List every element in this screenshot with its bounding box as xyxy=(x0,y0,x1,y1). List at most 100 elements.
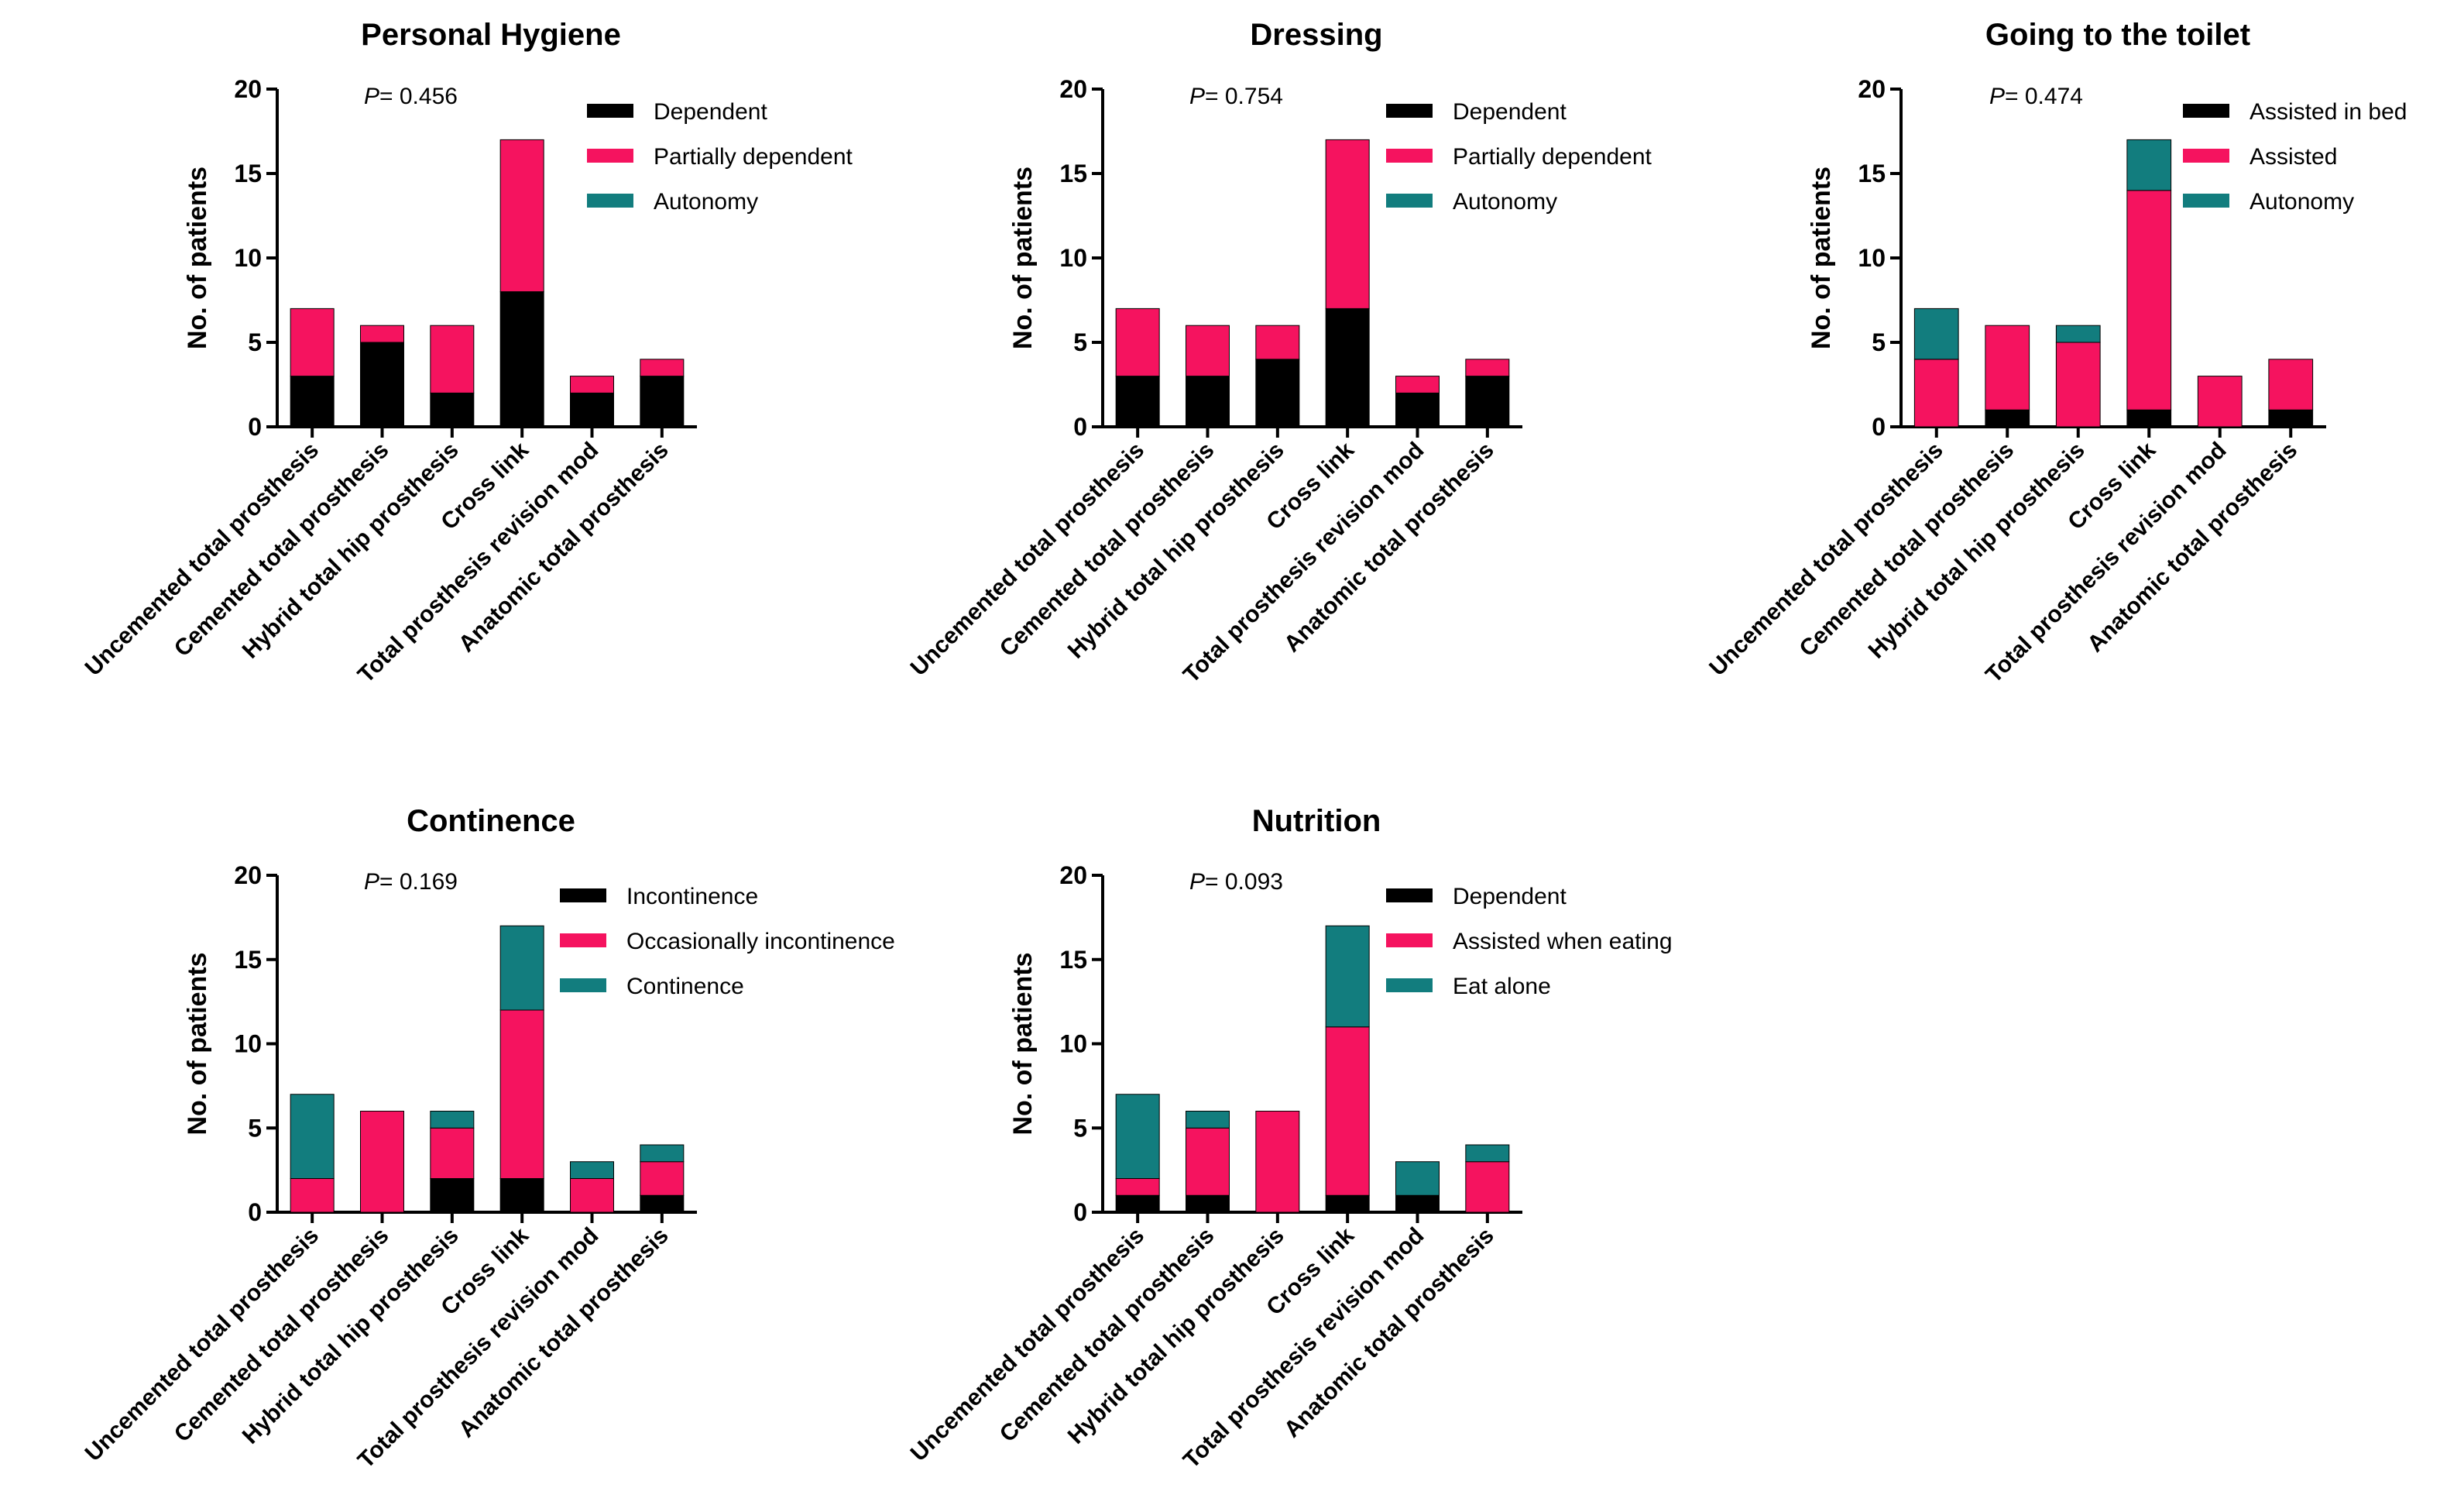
p-value-annotation: P= 0.754 xyxy=(1189,84,1283,109)
legend-swatch xyxy=(1386,194,1433,208)
bar-segment xyxy=(640,1194,685,1213)
p-value-annotation: P= 0.169 xyxy=(364,869,458,895)
p-value-annotation: P= 0.093 xyxy=(1189,869,1283,895)
y-tick-label: 10 xyxy=(234,1030,262,1058)
legend-swatch xyxy=(2183,104,2229,118)
y-axis-label: No. of patients xyxy=(1807,167,1836,349)
bar-segment xyxy=(499,139,544,293)
legend-swatch xyxy=(1386,104,1433,118)
legend-label: Incontinence xyxy=(626,884,758,909)
bar-segment xyxy=(430,392,475,428)
legend-label: Assisted xyxy=(2250,144,2337,170)
y-tick-label: 10 xyxy=(234,244,262,272)
legend-label: Assisted when eating xyxy=(1453,929,1673,954)
bar-segment xyxy=(1395,376,1440,393)
y-tick-label: 0 xyxy=(1872,413,1886,441)
bar-segment xyxy=(569,392,615,428)
bar-segment xyxy=(1395,1161,1440,1196)
y-tick-label: 5 xyxy=(1073,1114,1087,1142)
legend-label: Autonomy xyxy=(1453,189,1557,215)
bar-segment xyxy=(1913,308,1959,360)
legend-label: Dependent xyxy=(654,99,767,125)
bar-segment xyxy=(2055,325,2101,343)
y-tick-label: 5 xyxy=(1872,328,1886,356)
bar-segment xyxy=(290,1178,335,1213)
bar-segment xyxy=(640,359,685,377)
bar-segment xyxy=(499,1178,544,1213)
bar-segment xyxy=(1115,1178,1160,1196)
y-tick-label: 5 xyxy=(1073,328,1087,356)
legend-swatch xyxy=(587,149,633,163)
y-tick-label: 0 xyxy=(248,413,262,441)
p-value-text: = 0.474 xyxy=(2005,84,2083,109)
legend: Dependent Partially dependent Autonomy xyxy=(587,99,853,215)
y-tick-label: 15 xyxy=(234,160,262,187)
bar-segment xyxy=(290,1094,335,1179)
bar-segment xyxy=(2197,376,2243,428)
p-value-text: = 0.754 xyxy=(1205,84,1283,109)
legend-label: Autonomy xyxy=(2250,189,2354,215)
legend-swatch xyxy=(1386,888,1433,902)
bar-segment xyxy=(1115,376,1160,428)
bar-segment xyxy=(2126,190,2172,411)
y-tick-label: 0 xyxy=(248,1198,262,1226)
y-tick-label: 10 xyxy=(1059,244,1087,272)
bar-segment xyxy=(569,1161,615,1179)
bar-segment xyxy=(569,376,615,393)
legend-swatch xyxy=(1386,149,1433,163)
y-tick-label: 20 xyxy=(234,861,262,889)
bar-segment xyxy=(2126,139,2172,191)
legend-label: Eat alone xyxy=(1453,974,1551,999)
chart-title: Continence xyxy=(407,804,575,838)
bar-segment xyxy=(1325,1026,1370,1196)
bar-segment xyxy=(1325,308,1370,428)
legend-label: Continence xyxy=(626,974,744,999)
bar-segment xyxy=(430,325,475,393)
bar-segment xyxy=(290,376,335,428)
bar-segment xyxy=(1115,308,1160,377)
p-value-text: = 0.456 xyxy=(379,84,458,109)
bar-segment xyxy=(2268,359,2314,411)
p-value-symbol: P xyxy=(1189,869,1205,895)
y-tick-label: 15 xyxy=(1858,160,1886,187)
y-tick-label: 20 xyxy=(1059,861,1087,889)
p-value-symbol: P xyxy=(1189,84,1205,109)
legend-label: Partially dependent xyxy=(1453,144,1652,170)
bar-segment xyxy=(1255,359,1300,428)
chart-title: Nutrition xyxy=(1252,804,1381,838)
legend-label: Autonomy xyxy=(654,189,758,215)
legend-swatch xyxy=(560,888,606,902)
legend-label: Dependent xyxy=(1453,99,1567,125)
y-tick-label: 0 xyxy=(1073,413,1087,441)
y-tick-label: 10 xyxy=(1858,244,1886,272)
bar-segment xyxy=(640,376,685,428)
legend-swatch xyxy=(2183,149,2229,163)
bar-segment xyxy=(1465,359,1510,377)
chart-title: Going to the toilet xyxy=(1985,18,2250,52)
bar-segment xyxy=(2268,409,2314,428)
y-tick-label: 20 xyxy=(1858,75,1886,103)
legend-swatch xyxy=(587,104,633,118)
bar-segment xyxy=(1185,1111,1230,1129)
bar-segment xyxy=(430,1111,475,1129)
bar-segment xyxy=(1395,392,1440,428)
p-value-annotation: P= 0.456 xyxy=(364,84,458,109)
y-tick-label: 10 xyxy=(1059,1030,1087,1058)
bar-segment xyxy=(499,291,544,428)
bar-segment xyxy=(1255,325,1300,360)
bar-segment xyxy=(1325,925,1370,1028)
y-tick-label: 20 xyxy=(1059,75,1087,103)
chart-title: Personal Hygiene xyxy=(361,18,621,52)
bar-segment xyxy=(1255,1111,1300,1213)
legend-label: Dependent xyxy=(1453,884,1567,909)
bar-segment xyxy=(359,1111,405,1213)
bar-segment xyxy=(1985,325,2030,411)
legend-swatch xyxy=(2183,194,2229,208)
y-axis-label: No. of patients xyxy=(183,952,212,1135)
chart-title: Dressing xyxy=(1250,18,1382,52)
legend-swatch xyxy=(587,194,633,208)
bar-segment xyxy=(1115,1194,1160,1213)
y-tick-label: 15 xyxy=(1059,160,1087,187)
